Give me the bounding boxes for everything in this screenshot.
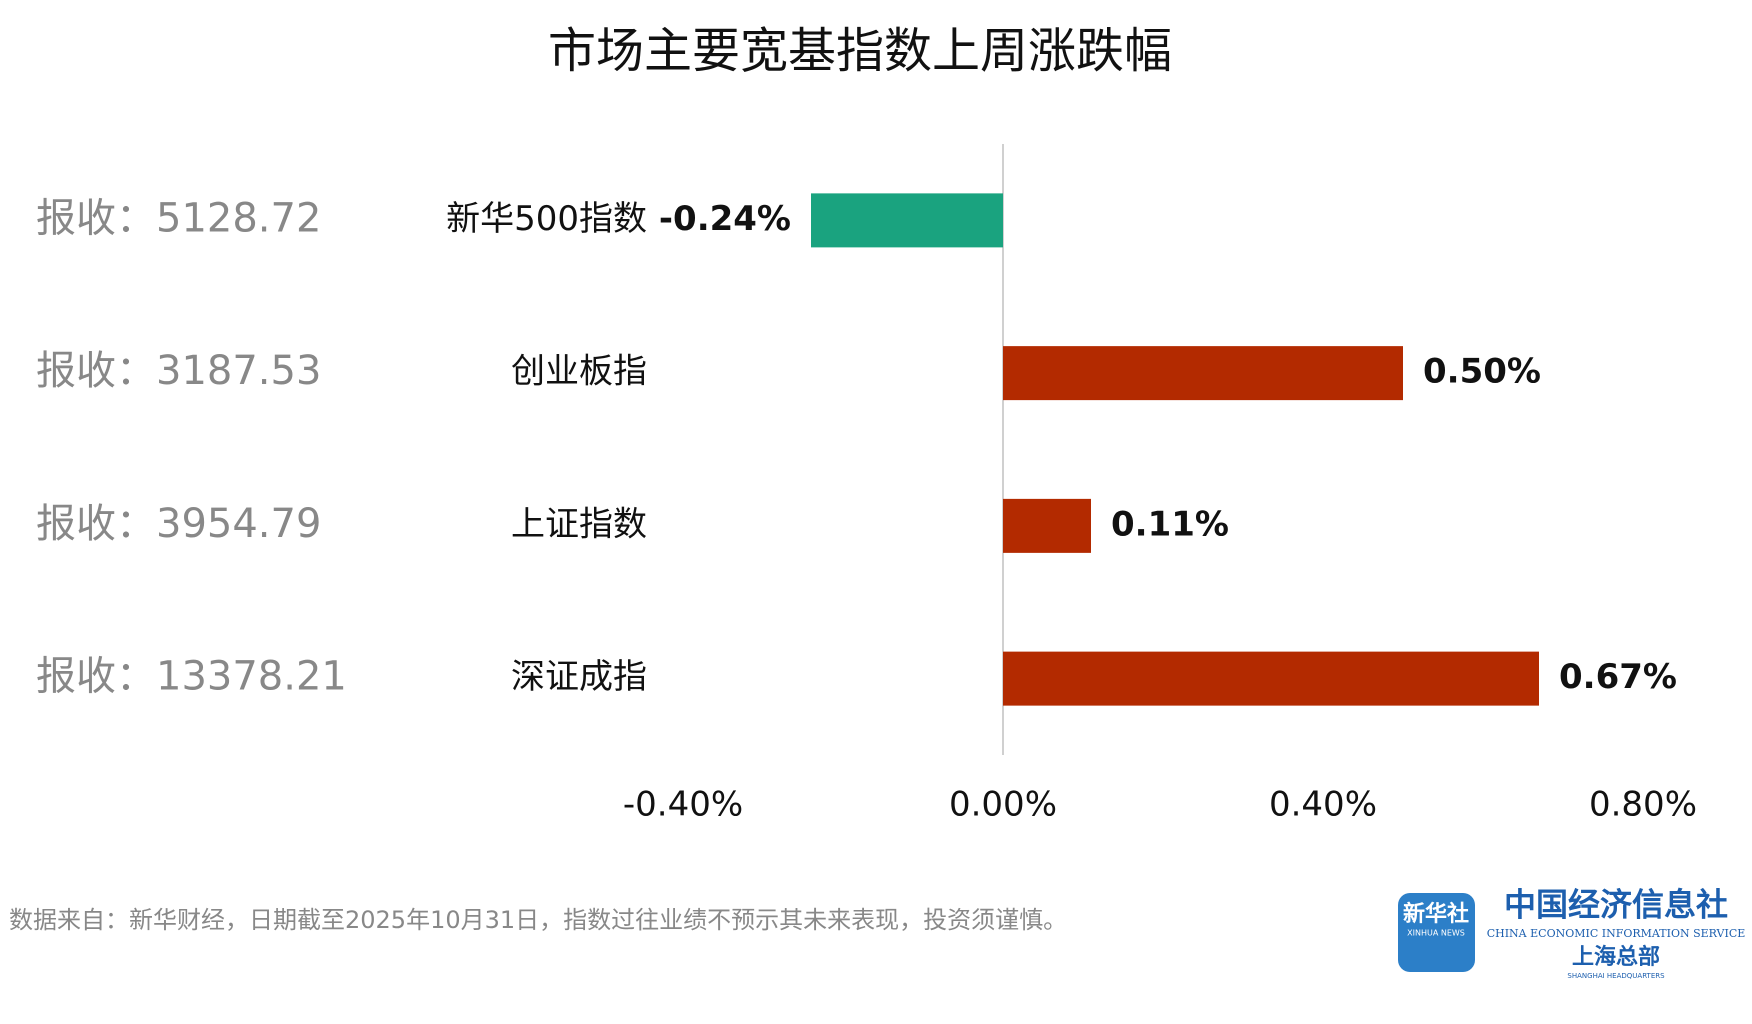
bar xyxy=(1003,651,1539,706)
logo-name-en: CHINA ECONOMIC INFORMATION SERVICE xyxy=(1487,927,1746,940)
y-tick-label: 创业板指 xyxy=(511,352,647,392)
y-tick-label: 上证指数 xyxy=(511,504,647,544)
data-label: 0.11% xyxy=(1111,504,1229,544)
logo: 新华社 XINHUA NEWS 中国经济信息社 CHINA ECONOMIC I… xyxy=(1398,886,1746,980)
row-note: 报收：13378.21 xyxy=(36,654,347,700)
data-label: -0.24% xyxy=(659,199,791,239)
footnote: 数据来自：新华财经，日期截至2025年10月31日，指数过往业绩不预示其未来表现… xyxy=(9,906,1067,934)
data-label: 0.67% xyxy=(1559,657,1677,697)
logo-badge-text: 新华社 xyxy=(1403,901,1469,927)
y-tick-label: 新华500指数 xyxy=(446,199,647,239)
bar xyxy=(1003,346,1403,401)
y-tick-label: 深证成指 xyxy=(511,657,647,697)
x-tick-label: 0.80% xyxy=(1589,785,1697,825)
logo-badge xyxy=(1398,893,1475,972)
logo-branch-en: SHANGHAI HEADQUARTERS xyxy=(1567,972,1665,980)
logo-badge-sub: XINHUA NEWS xyxy=(1407,929,1465,938)
bar xyxy=(1003,498,1091,553)
x-tick-label: 0.00% xyxy=(949,785,1057,825)
bar xyxy=(811,193,1003,248)
logo-branch: 上海总部 xyxy=(1572,944,1660,970)
data-label: 0.50% xyxy=(1423,352,1541,392)
row-note: 报收：3954.79 xyxy=(36,501,321,547)
chart-title: 市场主要宽基指数上周涨跌幅 xyxy=(548,23,1172,79)
x-tick-label: -0.40% xyxy=(623,785,743,825)
row-note: 报收：5128.72 xyxy=(36,195,321,241)
row-note: 报收：3187.53 xyxy=(36,348,321,394)
logo-name: 中国经济信息社 xyxy=(1504,886,1728,924)
x-tick-label: 0.40% xyxy=(1269,785,1377,825)
